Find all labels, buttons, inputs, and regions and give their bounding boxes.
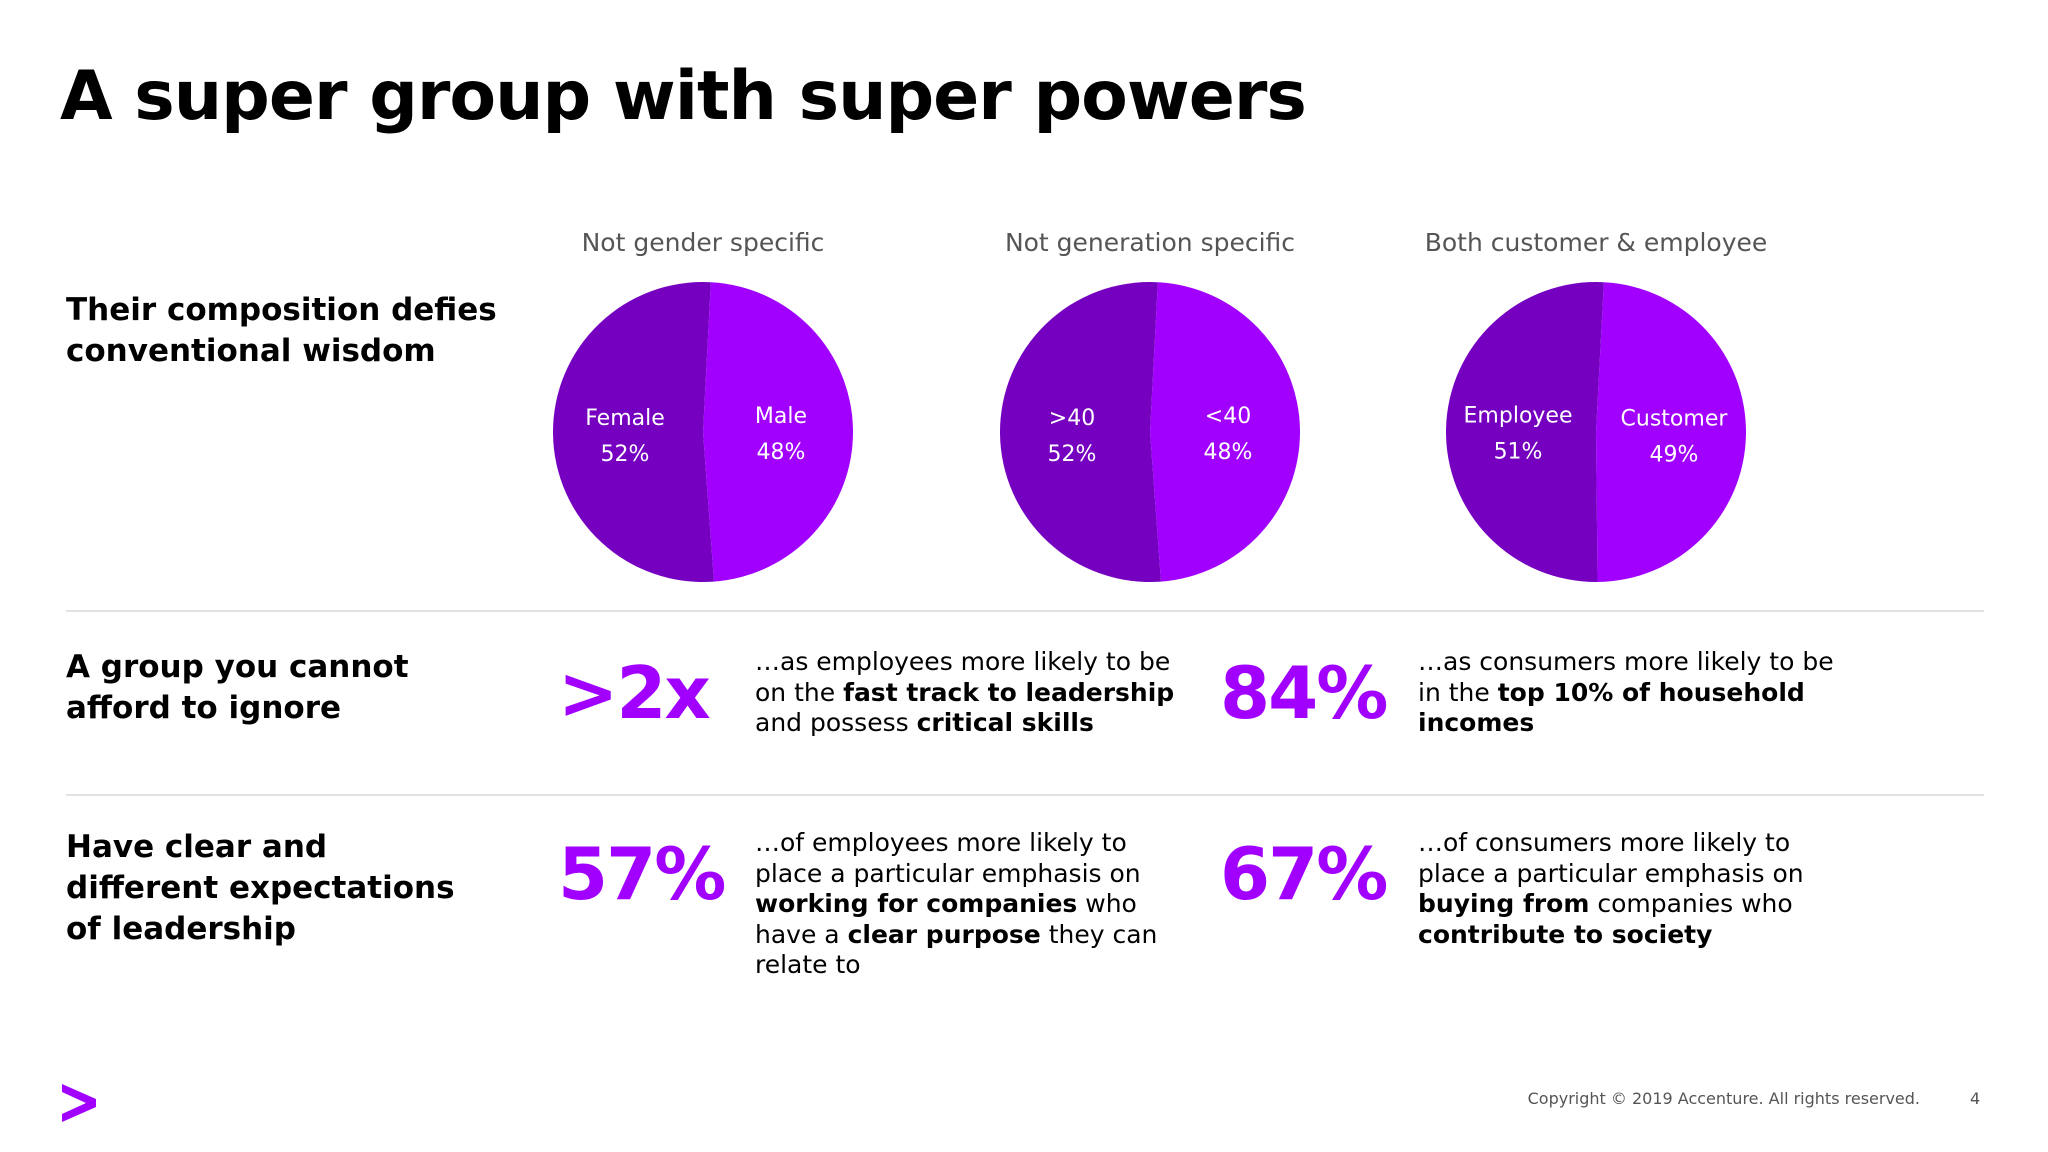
row-label-ignore: A group you cannot afford to ignore <box>66 647 409 729</box>
emphasis-text: clear purpose <box>847 919 1041 949</box>
pie-slice-value: 52% <box>1048 442 1097 467</box>
pie-slice-40 <box>1150 282 1300 582</box>
pie-chart-gender: Male 48% Female 52% <box>553 282 854 582</box>
body-text: …of employees more likely to place a par… <box>755 828 1141 888</box>
row-label-expectations: Have clear and different expectations of… <box>66 827 455 950</box>
emphasis-text: critical skills <box>916 708 1094 737</box>
pie-slice-label: Customer <box>1621 407 1729 432</box>
emphasis-text: top 10% of household incomes <box>1418 677 1805 738</box>
row-label-line: A group you cannot <box>66 649 409 685</box>
stat-value-purpose: 57% <box>558 832 726 916</box>
divider <box>66 610 1984 612</box>
row-label-composition: Their composition defies conventional wi… <box>66 290 497 372</box>
divider <box>66 794 1984 796</box>
pie-slice-label: >40 <box>1049 406 1095 431</box>
pie-slice-40 <box>1000 282 1161 582</box>
stat-text-leadership: …as employees more likely to be on the f… <box>755 647 1175 739</box>
pie-slice-label: Employee <box>1464 403 1573 428</box>
slide-title: A super group with super powers <box>60 57 1307 136</box>
pie-slice-value: 48% <box>1204 440 1253 465</box>
emphasis-text: fast track to leadership <box>843 677 1175 707</box>
pie-slice-label: Male <box>755 404 807 429</box>
emphasis-text: buying from <box>1418 889 1590 918</box>
accenture-chevron-icon <box>62 1084 96 1122</box>
stat-text-purpose: …of employees more likely to place a par… <box>755 828 1175 981</box>
page-number: 4 <box>1970 1089 1981 1108</box>
body-text: …as employees more likely to be on the <box>755 647 1171 707</box>
pie-slice-value: 48% <box>757 440 806 465</box>
row-label-line: different expectations <box>66 870 455 906</box>
pie-slice-value: 49% <box>1650 443 1699 468</box>
stat-value-leadership: >2x <box>558 651 711 735</box>
row-label-line: Their composition defies <box>66 292 497 328</box>
pie-caption-gender: Not gender specific <box>581 228 825 257</box>
row-label-line: conventional wisdom <box>66 333 436 369</box>
pie-slice-value: 51% <box>1494 439 1543 464</box>
pie-chart-generation: <40 48% >40 52% <box>1000 282 1300 582</box>
pie-slice-label: <40 <box>1205 404 1251 429</box>
stat-value-income: 84% <box>1220 651 1388 735</box>
emphasis-text: working for companies <box>755 889 1078 918</box>
emphasis-text: contribute to society <box>1418 919 1713 949</box>
pie-slice-female <box>553 282 714 582</box>
stat-text-income: …as consumers more likely to be in the t… <box>1418 647 1838 739</box>
stat-text-society: …of consumers more likely to place a par… <box>1418 828 1838 950</box>
body-text: companies who <box>1589 889 1793 918</box>
pie-caption-customer-employee: Both customer & employee <box>1424 228 1768 257</box>
pie-slice-male <box>703 282 854 582</box>
row-label-line: afford to ignore <box>66 690 342 726</box>
copyright-text: Copyright © 2019 Accenture. All rights r… <box>1527 1089 1920 1108</box>
body-text: and possess <box>755 708 917 737</box>
row-label-line: of leadership <box>66 911 296 947</box>
row-label-line: Have clear and <box>66 829 328 865</box>
pie-slice-label: Female <box>585 406 665 431</box>
body-text: …as consumers more likely to be in the <box>1418 647 1834 707</box>
pie-slice-value: 52% <box>601 442 650 467</box>
body-text: …of consumers more likely to place a par… <box>1418 828 1804 888</box>
pie-caption-generation: Not generation specific <box>1004 228 1296 257</box>
stat-value-society: 67% <box>1220 832 1388 916</box>
pie-slice-customer <box>1596 282 1747 582</box>
body-text: who have a <box>755 889 1137 949</box>
pie-slice-employee <box>1446 282 1604 582</box>
pie-chart-customer-employee: Customer 49% Employee 51% <box>1446 282 1747 582</box>
body-text: they can relate to <box>755 919 1158 980</box>
